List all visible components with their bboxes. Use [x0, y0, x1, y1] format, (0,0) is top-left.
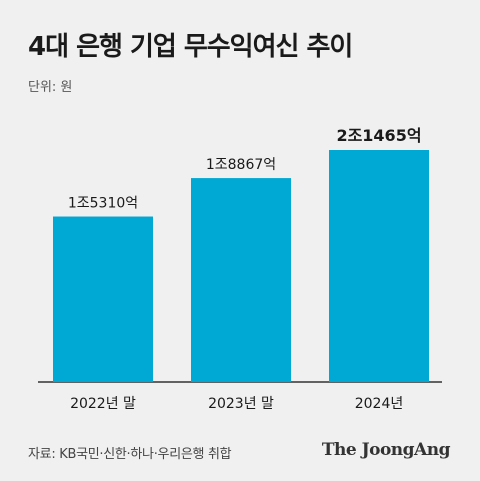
- unit-label: 단위: 원: [28, 80, 73, 95]
- bar-2: [329, 150, 429, 382]
- bar-0: [53, 216, 153, 382]
- brand-logo: The JoongAng: [321, 440, 451, 460]
- bar-1: [191, 178, 291, 382]
- chart-title: 4대 은행 기업 무수익여신 추이: [28, 32, 353, 62]
- category-label-0: 2022년 말: [70, 396, 136, 412]
- source-note: 자료: KB국민·신한·하나·우리은행 취합: [28, 447, 232, 462]
- value-label-2: 2조1465억: [336, 126, 421, 145]
- value-label-0: 1조5310억: [68, 196, 138, 212]
- category-label-2: 2024년: [355, 396, 404, 412]
- value-label-1: 1조8867억: [206, 157, 276, 173]
- category-label-1: 2023년 말: [208, 396, 274, 412]
